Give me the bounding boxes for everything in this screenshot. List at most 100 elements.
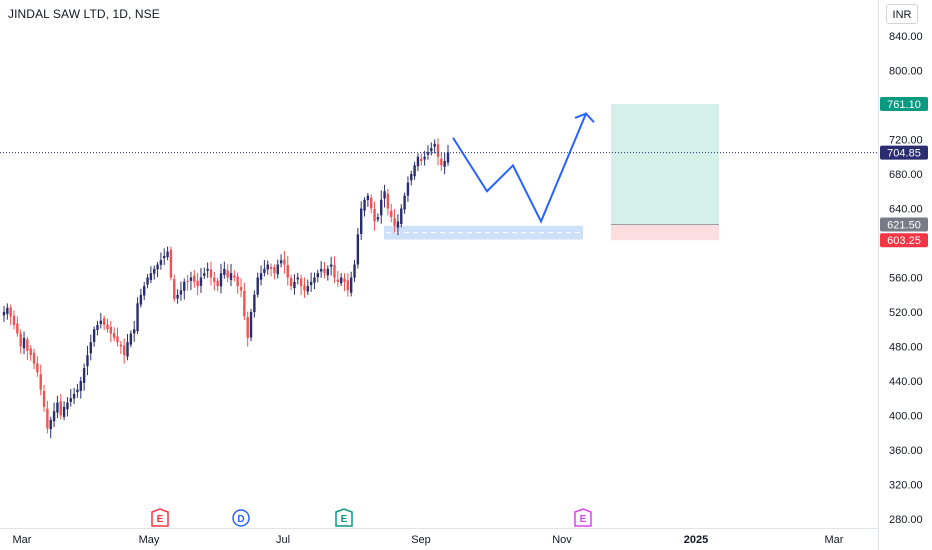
price-badge: 704.85 <box>880 145 928 160</box>
candle-body <box>396 221 400 228</box>
candle-body <box>306 286 309 292</box>
event-marker: D <box>232 509 250 527</box>
candle-body <box>416 156 420 167</box>
candle-body <box>119 344 123 347</box>
candle-body <box>353 264 356 278</box>
event-marker: E <box>574 508 592 527</box>
price-badge-label: 621.50 <box>887 219 921 231</box>
candle-body <box>246 317 249 338</box>
candle-body <box>283 259 286 265</box>
price-badge: 603.25 <box>880 233 928 248</box>
candle-body <box>403 195 406 210</box>
candle-body <box>139 294 143 305</box>
candle-body <box>32 352 36 364</box>
candle-body <box>286 265 289 278</box>
candle-body <box>26 339 29 351</box>
candle-body <box>106 324 109 330</box>
dividend-icon <box>232 509 250 527</box>
candle-body <box>426 152 430 155</box>
candle-body <box>430 148 433 152</box>
candle-body <box>293 281 296 289</box>
x-tick-label: Nov <box>552 534 572 546</box>
candle-body <box>366 195 370 201</box>
candle-body <box>296 277 299 280</box>
candle-body <box>356 234 360 265</box>
candle-body <box>373 208 376 222</box>
candle-body <box>376 217 380 220</box>
projection-path <box>452 111 595 224</box>
candle-body <box>323 268 326 274</box>
candle-body <box>136 303 139 332</box>
time-axis[interactable]: Mar May Jul Sep Nov 2025 Mar <box>13 534 844 546</box>
candle-body <box>89 342 92 354</box>
candle-body <box>199 277 203 286</box>
earnings-icon <box>335 508 353 527</box>
candle-body <box>309 281 313 286</box>
y-tick-label: 680.00 <box>889 169 923 181</box>
candle-body <box>289 277 293 287</box>
candle-body <box>69 398 72 402</box>
candle-body <box>363 199 366 211</box>
candle-body <box>380 199 383 216</box>
candle-body <box>423 156 426 160</box>
price-badge-bg <box>880 97 928 112</box>
candle-body <box>303 285 306 291</box>
candle-body <box>112 333 116 338</box>
candle-body <box>236 276 239 287</box>
candle-body <box>189 277 193 281</box>
candle-body <box>179 290 183 295</box>
stop-zone <box>611 224 719 241</box>
candle-body <box>59 401 62 416</box>
candle-body <box>339 277 343 284</box>
candle-body <box>109 326 113 334</box>
candle-body <box>393 218 396 226</box>
candle-body <box>413 165 416 177</box>
price-badge-bg <box>880 233 928 248</box>
y-tick-label: 520.00 <box>889 307 923 319</box>
candle-body <box>326 268 330 276</box>
y-tick-label: 400.00 <box>889 411 923 423</box>
candle-body <box>383 191 386 199</box>
candle-body <box>336 279 340 282</box>
price-badge-bg <box>880 145 928 160</box>
candle-body <box>269 266 273 269</box>
currency-button[interactable]: INR <box>886 4 918 24</box>
candle-body <box>333 264 336 278</box>
candle-body <box>72 393 76 399</box>
y-tick-label: 360.00 <box>889 445 923 457</box>
candle-body <box>223 268 226 275</box>
price-badge: 621.50 <box>880 217 928 232</box>
candle-body <box>52 411 56 422</box>
candle-body <box>206 268 209 271</box>
symbol-title[interactable]: JINDAL SAW LTD, 1D, NSE <box>8 7 160 21</box>
candle-body <box>219 273 223 287</box>
candle-body <box>6 307 9 314</box>
candle-body <box>253 294 256 313</box>
y-tick-label: 280.00 <box>889 514 923 526</box>
y-tick-label: 640.00 <box>889 204 923 216</box>
candle-body <box>153 268 156 274</box>
x-tick-label: May <box>139 534 160 546</box>
candle-body <box>343 278 346 282</box>
candle-body <box>132 329 136 334</box>
y-tick-label: 320.00 <box>889 480 923 492</box>
arrow-head-left <box>574 112 587 119</box>
y-tick-label: 440.00 <box>889 376 923 388</box>
x-tick-label: Mar <box>825 534 844 546</box>
candle-body <box>239 287 243 291</box>
earnings-icon <box>574 508 592 527</box>
candle-body <box>263 268 266 273</box>
y-tick-label: 800.00 <box>889 66 923 78</box>
price-axis[interactable]: 840.00800.00760.00720.00680.00640.00600.… <box>889 31 923 526</box>
candle-body <box>126 342 129 357</box>
candle-body <box>66 402 69 410</box>
candle-body <box>122 345 126 356</box>
target-zone <box>611 104 719 225</box>
candle-body <box>313 277 316 283</box>
candle-body <box>79 381 82 391</box>
event-letter: D <box>237 514 244 525</box>
support-zone <box>384 225 583 240</box>
candle-body <box>329 264 333 267</box>
